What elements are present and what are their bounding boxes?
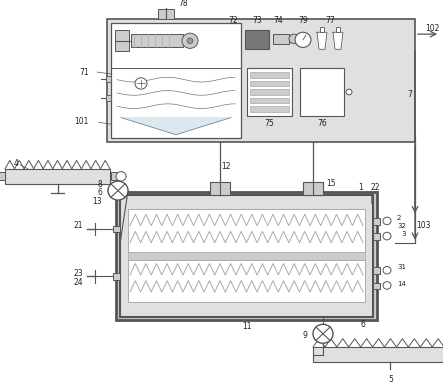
Bar bbox=[111, 172, 117, 180]
Text: 101: 101 bbox=[74, 117, 89, 126]
Bar bbox=[373, 218, 380, 225]
Bar bbox=[245, 30, 269, 49]
Circle shape bbox=[116, 172, 126, 181]
Circle shape bbox=[383, 266, 391, 274]
Text: 79: 79 bbox=[298, 16, 308, 25]
Bar bbox=[113, 273, 120, 280]
Text: 3: 3 bbox=[401, 231, 405, 237]
Bar bbox=[210, 182, 230, 195]
Bar bbox=[0, 172, 5, 180]
Text: 11: 11 bbox=[242, 322, 251, 331]
Bar bbox=[158, 10, 174, 19]
Bar bbox=[131, 34, 183, 47]
Text: 15: 15 bbox=[326, 180, 336, 188]
Circle shape bbox=[182, 33, 198, 49]
Bar bbox=[116, 191, 377, 320]
Bar bbox=[373, 283, 380, 289]
Circle shape bbox=[295, 32, 311, 47]
Text: 103: 103 bbox=[416, 221, 430, 230]
Bar bbox=[336, 26, 340, 32]
Text: 75: 75 bbox=[264, 119, 274, 128]
Text: 6: 6 bbox=[97, 188, 102, 197]
Text: 13: 13 bbox=[93, 197, 102, 206]
Bar bbox=[128, 252, 365, 260]
Bar bbox=[250, 72, 289, 78]
Text: 4: 4 bbox=[14, 159, 19, 168]
Circle shape bbox=[346, 89, 352, 95]
Text: 23: 23 bbox=[74, 269, 83, 278]
Bar bbox=[128, 260, 365, 301]
Text: 1: 1 bbox=[358, 183, 363, 192]
Text: 32: 32 bbox=[397, 223, 406, 229]
Bar bbox=[107, 19, 415, 142]
Circle shape bbox=[289, 34, 299, 44]
Text: 76: 76 bbox=[317, 119, 327, 128]
Text: 31: 31 bbox=[397, 264, 406, 270]
Bar bbox=[313, 347, 443, 362]
Text: 74: 74 bbox=[273, 16, 283, 25]
Text: 2: 2 bbox=[397, 215, 401, 221]
Bar bbox=[128, 209, 365, 252]
Circle shape bbox=[383, 217, 391, 225]
Text: 14: 14 bbox=[397, 282, 406, 288]
Polygon shape bbox=[333, 32, 343, 49]
Text: 21: 21 bbox=[74, 221, 83, 230]
Text: 6: 6 bbox=[361, 320, 365, 329]
Text: 7: 7 bbox=[407, 90, 412, 99]
Bar bbox=[250, 98, 289, 104]
Bar bbox=[250, 89, 289, 95]
Circle shape bbox=[383, 282, 391, 289]
Text: 22: 22 bbox=[371, 183, 381, 192]
Polygon shape bbox=[317, 32, 327, 49]
Bar bbox=[250, 106, 289, 112]
Circle shape bbox=[313, 324, 333, 343]
Circle shape bbox=[108, 181, 128, 200]
Bar bbox=[300, 68, 344, 116]
Text: 77: 77 bbox=[325, 16, 335, 25]
Bar bbox=[115, 30, 129, 51]
Bar bbox=[247, 68, 292, 116]
Text: 72: 72 bbox=[228, 16, 238, 25]
Text: 9: 9 bbox=[302, 331, 307, 340]
Bar bbox=[113, 226, 120, 232]
Bar bbox=[120, 195, 373, 317]
Bar bbox=[106, 95, 111, 100]
Bar bbox=[320, 26, 324, 32]
Bar bbox=[106, 76, 111, 81]
Circle shape bbox=[187, 38, 193, 44]
Circle shape bbox=[383, 232, 391, 240]
Bar bbox=[250, 81, 289, 86]
Text: 24: 24 bbox=[74, 278, 83, 287]
Bar bbox=[5, 169, 110, 184]
Polygon shape bbox=[121, 118, 231, 134]
Text: 12: 12 bbox=[221, 162, 231, 172]
Circle shape bbox=[135, 78, 147, 89]
Bar bbox=[273, 34, 289, 44]
Text: 71: 71 bbox=[79, 68, 89, 76]
Text: 5: 5 bbox=[388, 375, 393, 382]
Text: 73: 73 bbox=[252, 16, 262, 25]
Bar bbox=[373, 267, 380, 274]
Text: 78: 78 bbox=[178, 0, 188, 8]
Bar bbox=[303, 182, 323, 195]
Text: 102: 102 bbox=[425, 24, 439, 33]
Bar bbox=[113, 68, 239, 136]
Bar bbox=[373, 233, 380, 240]
Text: 8: 8 bbox=[97, 180, 102, 189]
Bar bbox=[111, 23, 241, 138]
